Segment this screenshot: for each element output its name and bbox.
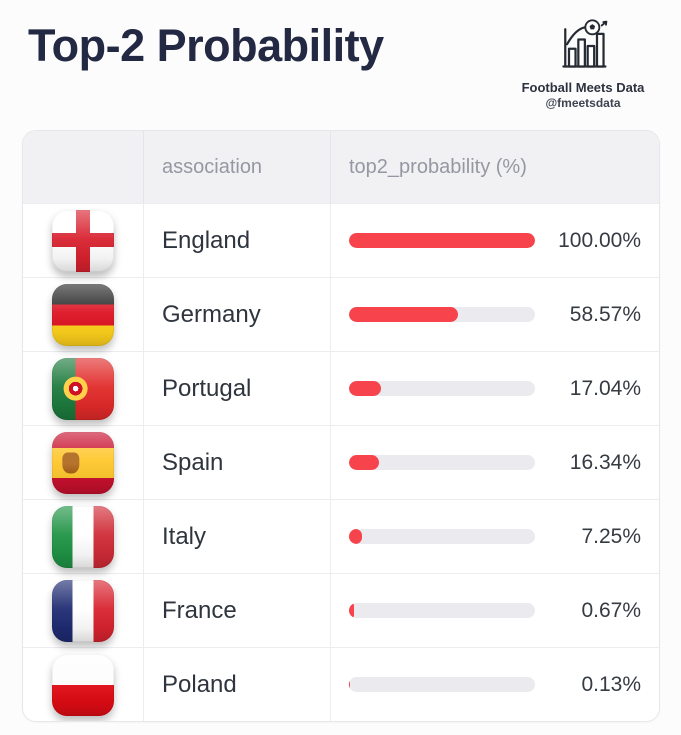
- table-row-england: England 100.00%: [23, 203, 659, 277]
- probability-bar-track: [349, 233, 535, 248]
- association-name: Italy: [143, 500, 330, 573]
- association-name: Spain: [143, 426, 330, 499]
- germany-flag-icon: [52, 283, 114, 346]
- probability-bar-fill: [349, 307, 458, 322]
- table-row-france: France 0.67%: [23, 573, 659, 647]
- england-flag-icon: [52, 209, 114, 272]
- probability-value: 16.34%: [569, 450, 641, 474]
- portugal-flag-icon: [52, 357, 114, 420]
- probability-value: 0.13%: [581, 672, 641, 696]
- association-name: England: [143, 204, 330, 277]
- association-name: Portugal: [143, 352, 330, 425]
- probability-bar-track: [349, 455, 535, 470]
- probability-table: association top2_probability (%) England…: [22, 130, 660, 722]
- probability-value: 0.67%: [581, 598, 641, 622]
- poland-flag-icon: [52, 653, 114, 716]
- header-flag-column: [23, 131, 143, 203]
- probability-value: 7.25%: [581, 524, 641, 548]
- probability-value: 17.04%: [569, 376, 641, 400]
- header-top2-probability: top2_probability (%): [330, 131, 659, 203]
- association-name: France: [143, 574, 330, 647]
- probability-bar-track: [349, 677, 535, 692]
- page-title: Top-2 Probability: [28, 20, 384, 71]
- association-name: Poland: [143, 648, 330, 721]
- probability-bar-fill: [349, 381, 381, 396]
- probability-bar-fill: [349, 677, 351, 692]
- probability-bar-track: [349, 603, 535, 618]
- probability-bar-fill: [349, 233, 535, 248]
- table-row-italy: Italy 7.25%: [23, 499, 659, 573]
- brand-block: Football Meets Data @fmeetsdata: [503, 18, 663, 111]
- fmd-logo-icon: [562, 19, 608, 68]
- association-name: Germany: [143, 278, 330, 351]
- table-row-portugal: Portugal 17.04%: [23, 351, 659, 425]
- table-header-row: association top2_probability (%): [23, 131, 659, 203]
- header-association: association: [143, 131, 330, 203]
- italy-flag-icon: [52, 505, 114, 568]
- table-row-germany: Germany 58.57%: [23, 277, 659, 351]
- probability-bar-fill: [349, 529, 363, 544]
- probability-bar-track: [349, 381, 535, 396]
- spain-flag-icon: [52, 431, 114, 494]
- probability-bar-track: [349, 307, 535, 322]
- probability-bar-fill: [349, 603, 354, 618]
- probability-value: 58.57%: [569, 302, 641, 326]
- brand-handle: @fmeetsdata: [545, 96, 621, 110]
- table-row-spain: Spain 16.34%: [23, 425, 659, 499]
- table-row-poland: Poland 0.13%: [23, 647, 659, 721]
- france-flag-icon: [52, 579, 114, 642]
- probability-value: 100.00%: [558, 228, 641, 252]
- probability-bar-fill: [349, 455, 380, 470]
- brand-name: Football Meets Data: [521, 80, 645, 95]
- probability-bar-track: [349, 529, 535, 544]
